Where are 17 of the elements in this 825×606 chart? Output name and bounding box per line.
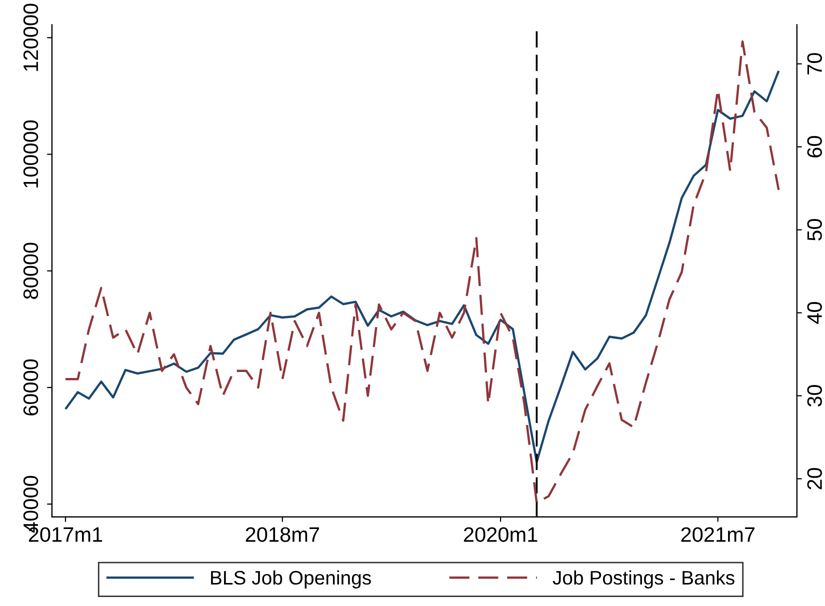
- legend-label: BLS Job Openings: [211, 570, 371, 588]
- y2-tick-label: 20: [807, 468, 822, 490]
- y2-tick-label: 50: [807, 219, 822, 241]
- y2-tick-label: 60: [807, 136, 822, 158]
- line-series: [64, 70, 780, 464]
- y-tick-label: 60000: [23, 359, 38, 416]
- legend-label: Job Postings - Banks: [552, 570, 734, 588]
- line-series: [64, 40, 780, 504]
- y-tick-label: 80000: [23, 242, 38, 299]
- x-tick-label: 2021m7: [681, 527, 754, 542]
- y-tick-label: 100000: [23, 120, 38, 188]
- y2-tick-label: 40: [807, 302, 822, 324]
- x-tick-label: 2020m1: [464, 527, 538, 542]
- y2-tick-label: 30: [807, 384, 822, 407]
- y-tick-label: 120000: [23, 4, 38, 71]
- y2-tick-label: 70: [807, 53, 822, 74]
- x-tick-label: 2018m7: [246, 527, 320, 542]
